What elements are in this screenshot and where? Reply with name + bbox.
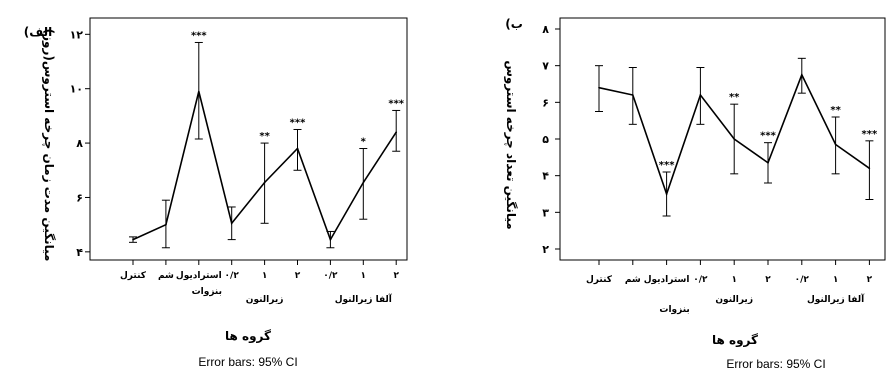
panel-label: الف) — [24, 25, 52, 39]
y-tick-label: ۴ — [76, 246, 83, 259]
x-axis-groups: زیرالنون آلفا زیرالنول — [246, 293, 393, 305]
x-tick-label: شم — [158, 271, 174, 281]
data-point — [868, 167, 871, 170]
data-point — [362, 181, 365, 184]
y-tick-label: ۵ — [542, 133, 549, 146]
x-tick-label: ۰/۲ — [693, 275, 708, 285]
plot-frame — [559, 17, 886, 261]
data-point — [699, 94, 702, 96]
data-point — [632, 94, 634, 96]
series — [132, 90, 398, 242]
y-tick-label: ۸ — [76, 137, 83, 150]
significance-markers: ************ — [191, 30, 405, 147]
y-tick-label: ۳ — [542, 206, 549, 219]
y-axis-ticks: ۲ ۳ ۴ ۵ ۶ ۷ ۸ — [542, 23, 560, 256]
x-tick-label: ۲ — [393, 271, 399, 281]
data-point — [834, 143, 837, 146]
x-tick-label-line: بنزوات — [659, 305, 689, 315]
x-tick-label-line: استرادیول — [176, 271, 222, 281]
y-axis-ticks: ۴ ۶ ۸ ۱۰ ۱۲ — [70, 28, 90, 259]
panel-label: ب) — [505, 17, 523, 31]
plot-frame — [89, 17, 408, 261]
error-bars — [129, 41, 401, 249]
data-point — [230, 222, 233, 225]
data-point — [263, 181, 266, 184]
significance-marker: ** — [729, 92, 740, 103]
x-group-label: آلفا زیرالنول — [335, 293, 393, 305]
significance-marker: *** — [659, 160, 675, 171]
series — [598, 72, 871, 197]
x-axis-ticks: کنترل شم استرادیول بنزوات ۰/۲ ۱ ۲ ۰/۲ ۱ ۲ — [586, 260, 873, 315]
significance-marker: *** — [290, 117, 306, 128]
data-point — [767, 162, 769, 164]
data-point — [598, 86, 600, 89]
x-tick-label: کنترل — [586, 275, 613, 285]
x-tick-label: ۲ — [867, 275, 873, 285]
significance-marker: * — [361, 137, 367, 148]
x-group-label: زیرالنون — [246, 295, 284, 305]
data-point — [132, 238, 134, 241]
x-tick-label: استرادیول بنزوات — [644, 275, 690, 315]
error-bars-note: Error bars: 95% CI — [726, 357, 825, 371]
y-tick-label: ۱۰ — [70, 83, 83, 96]
y-tick-label: ۶ — [542, 96, 549, 109]
significance-marker: *** — [191, 30, 207, 41]
chart-panel-b: ب) میانگین تعداد چرخه استروس گروه ها Err… — [503, 17, 886, 371]
x-group-label: زیرالنون — [715, 295, 753, 305]
y-tick-label: ۸ — [542, 23, 549, 36]
x-tick-label: ۲ — [295, 271, 301, 281]
x-axis-groups: زیرالنون آلفا زیرالنول — [715, 293, 865, 305]
error-bars-note: Error bars: 95% CI — [198, 355, 297, 369]
x-tick-label: ۱ — [262, 271, 268, 281]
significance-marker: *** — [388, 98, 404, 109]
x-group-label: آلفا زیرالنول — [807, 293, 865, 305]
data-point — [296, 147, 299, 150]
x-tick-label: ۲ — [765, 275, 771, 285]
significance-marker: *** — [862, 129, 878, 140]
x-tick-label: کنترل — [120, 271, 147, 281]
x-tick-label-line: استرادیول — [644, 275, 690, 285]
y-tick-label: ۴ — [542, 170, 549, 183]
x-tick-label-line: بنزوات — [192, 287, 222, 297]
x-tick-label: استرادیول بنزوات — [176, 271, 222, 297]
y-tick-label: ۲ — [542, 243, 549, 256]
significance-marker: *** — [760, 131, 776, 142]
y-axis-label: میانگین تعداد چرخه استروس — [503, 60, 518, 229]
data-point — [665, 193, 668, 195]
y-tick-label: ۱۲ — [70, 28, 84, 41]
data-point — [801, 74, 803, 76]
y-axis-label: میانگین مدت زمان چرخه استروس(روز) — [41, 29, 56, 262]
x-tick-label: ۰/۲ — [795, 275, 810, 285]
x-tick-label: شم — [625, 275, 641, 285]
significance-marker: ** — [259, 131, 270, 142]
x-axis-title: گروه ها — [225, 329, 271, 344]
y-tick-label: ۷ — [542, 60, 549, 73]
x-tick-label: ۰/۲ — [225, 271, 240, 281]
y-tick-label: ۶ — [76, 191, 83, 204]
y-axis-title: میانگین تعداد چرخه استروس — [503, 60, 518, 229]
x-tick-label: ۱ — [361, 271, 367, 281]
data-point — [165, 223, 167, 226]
x-tick-label: ۱ — [833, 275, 839, 285]
significance-markers: ************* — [659, 92, 878, 171]
significance-marker: ** — [830, 105, 841, 116]
data-point — [395, 131, 398, 134]
chart-panel-a: الف) میانگین مدت زمان چرخه استروس(روز) گ… — [24, 17, 408, 369]
x-axis-title: گروه ها — [712, 333, 758, 348]
x-tick-label: ۰/۲ — [323, 271, 338, 281]
x-tick-label: ۱ — [731, 275, 737, 285]
y-axis-title: میانگین مدت زمان چرخه استروس(روز) — [41, 29, 56, 262]
data-point — [198, 90, 200, 93]
data-point — [733, 138, 735, 140]
data-point — [329, 238, 332, 241]
